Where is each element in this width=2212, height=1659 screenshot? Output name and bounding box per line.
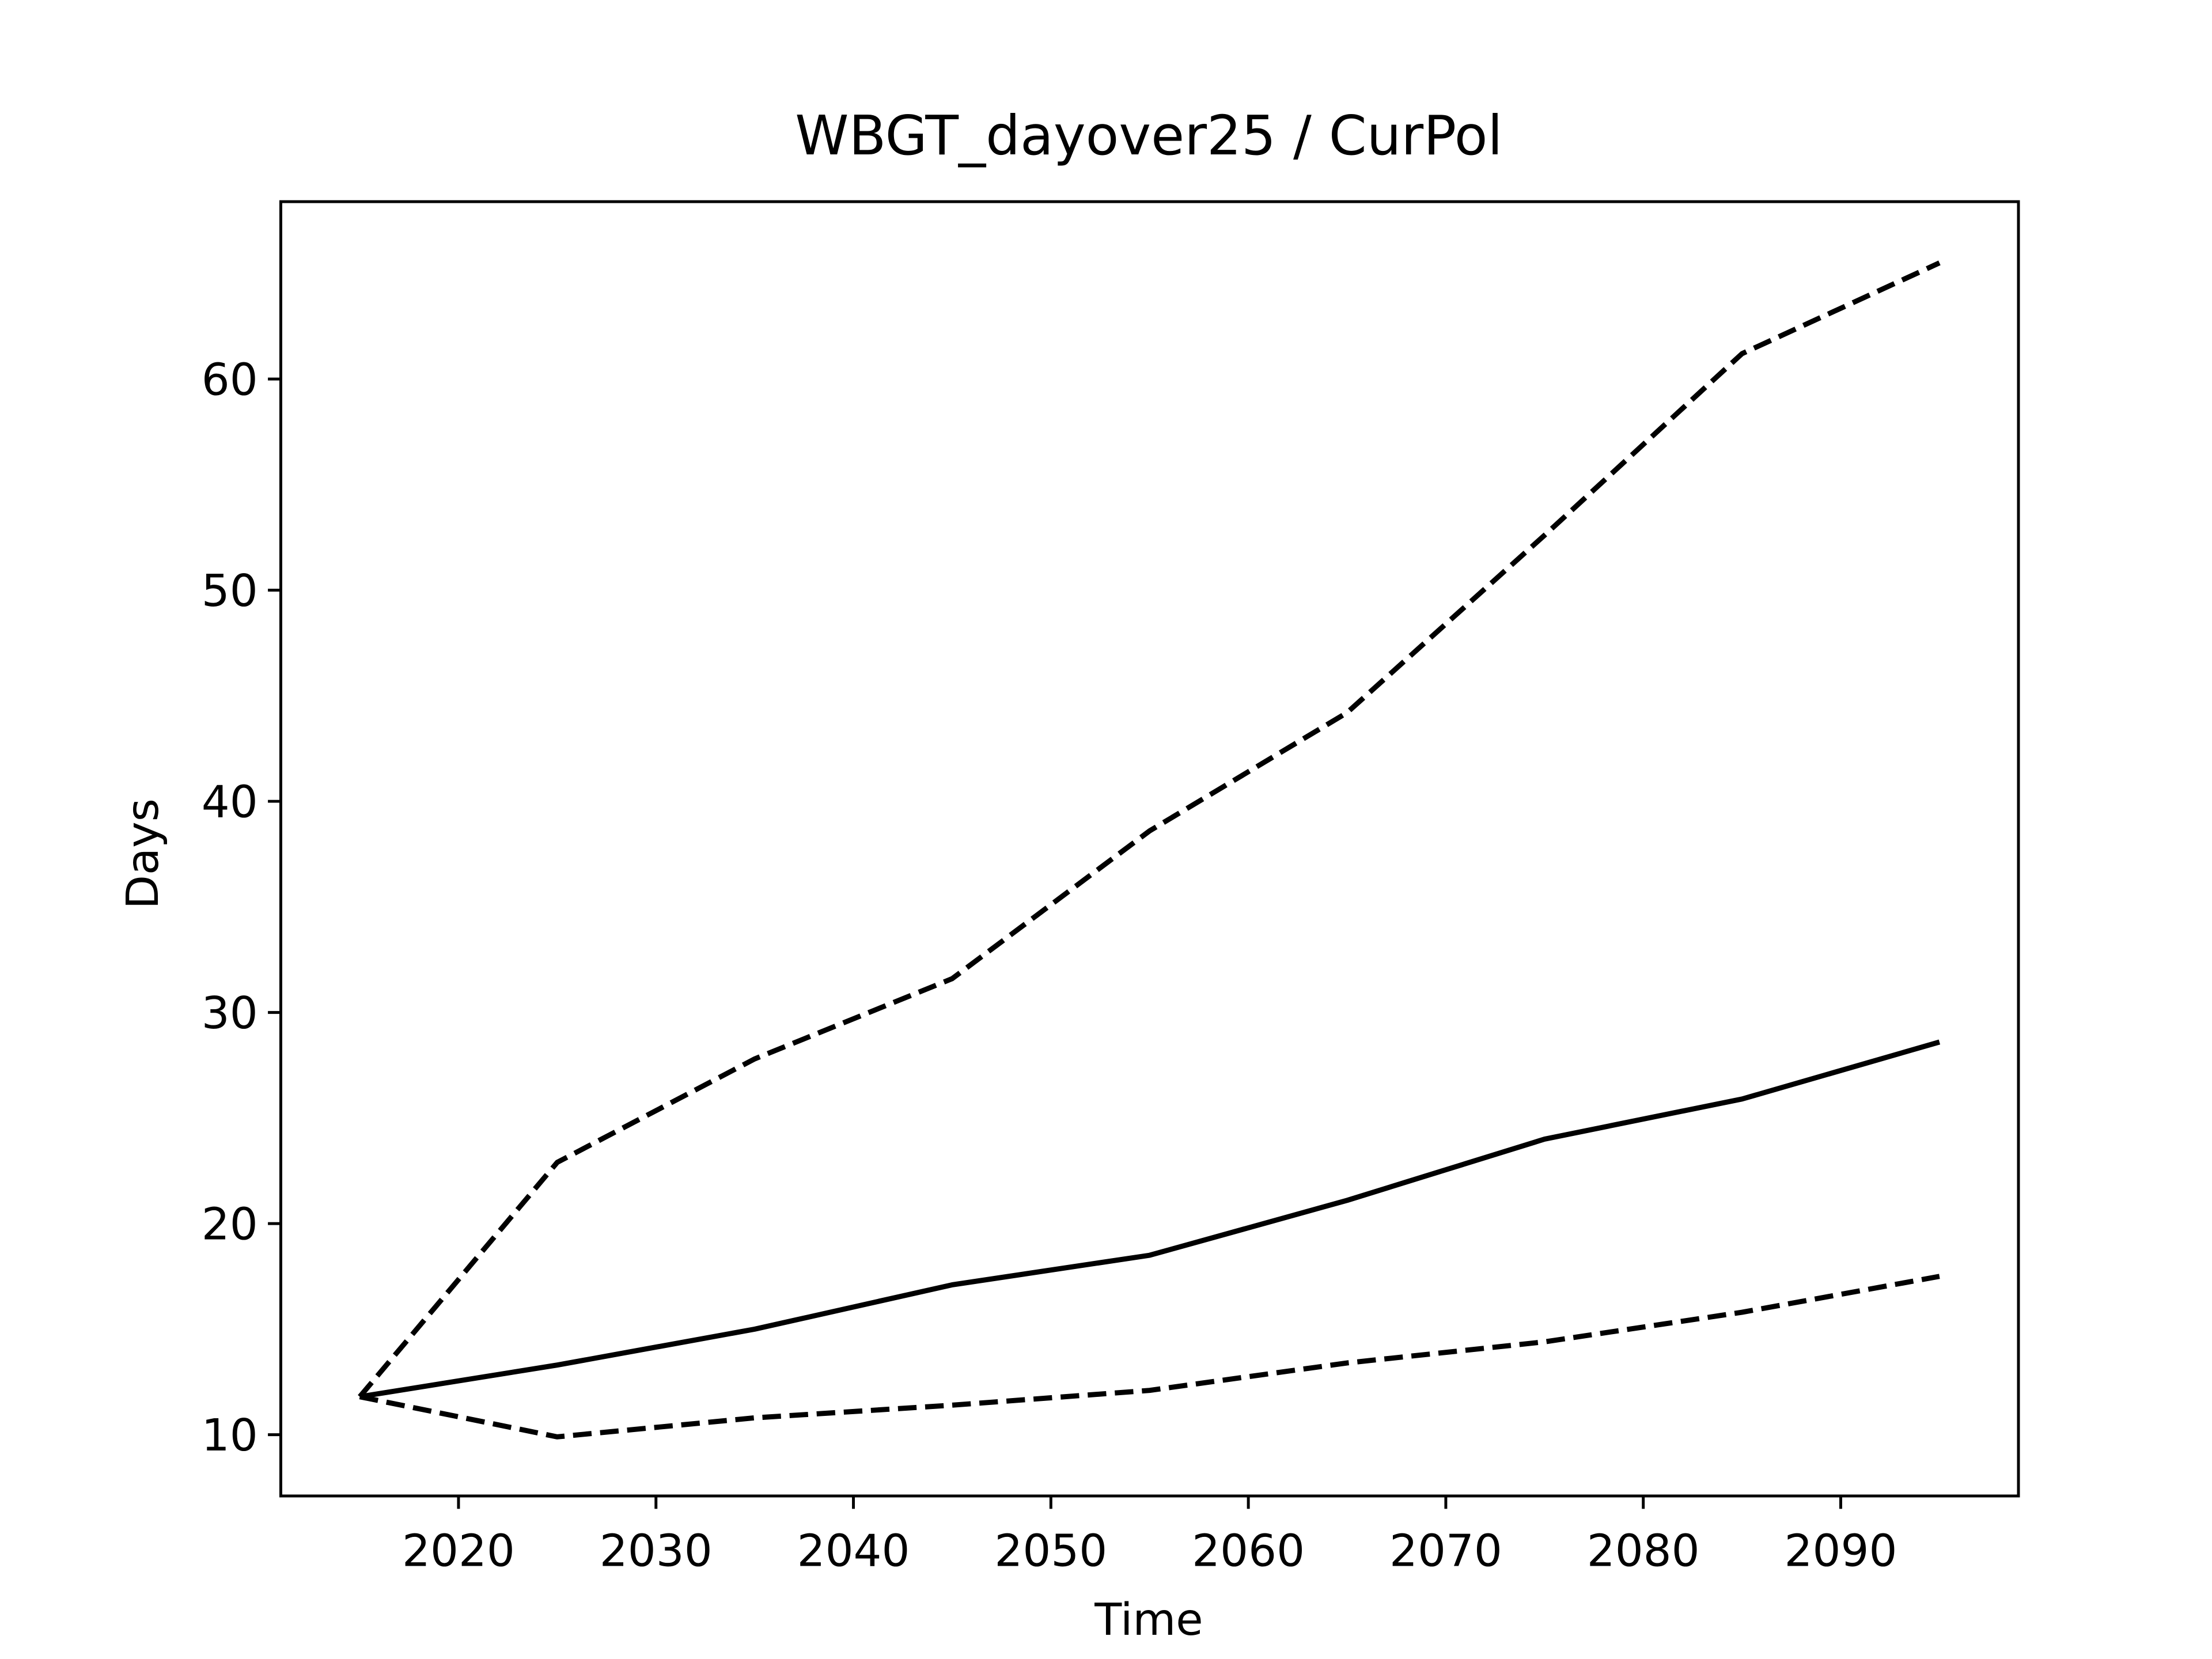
y-tick-label: 10 [202,1410,258,1461]
x-tick-label: 2050 [994,1526,1107,1577]
x-tick-label: 2040 [797,1526,910,1577]
x-tick-label: 2090 [1785,1526,1897,1577]
y-tick-label: 30 [202,988,258,1039]
chart-title: WBGT_dayover25 / CurPol [795,104,1502,168]
y-tick-label: 40 [202,777,258,828]
plot-frame [279,200,2020,1498]
y-tick-label: 20 [202,1199,258,1250]
y-axis-label: Days [118,798,169,909]
y-tick-label: 50 [202,566,258,617]
series-line [358,260,1941,1399]
x-tick-label: 2070 [1389,1526,1502,1577]
series-line [359,1039,1941,1400]
x-axis-label: Time [1094,1594,1203,1646]
x-tick-label: 2030 [600,1526,713,1577]
y-tick-label: 60 [202,354,258,406]
x-tick-label: 2020 [402,1526,515,1577]
series-line [359,1274,1940,1440]
x-tick-label: 2060 [1192,1526,1305,1577]
x-tick-label: 2080 [1587,1526,1700,1577]
